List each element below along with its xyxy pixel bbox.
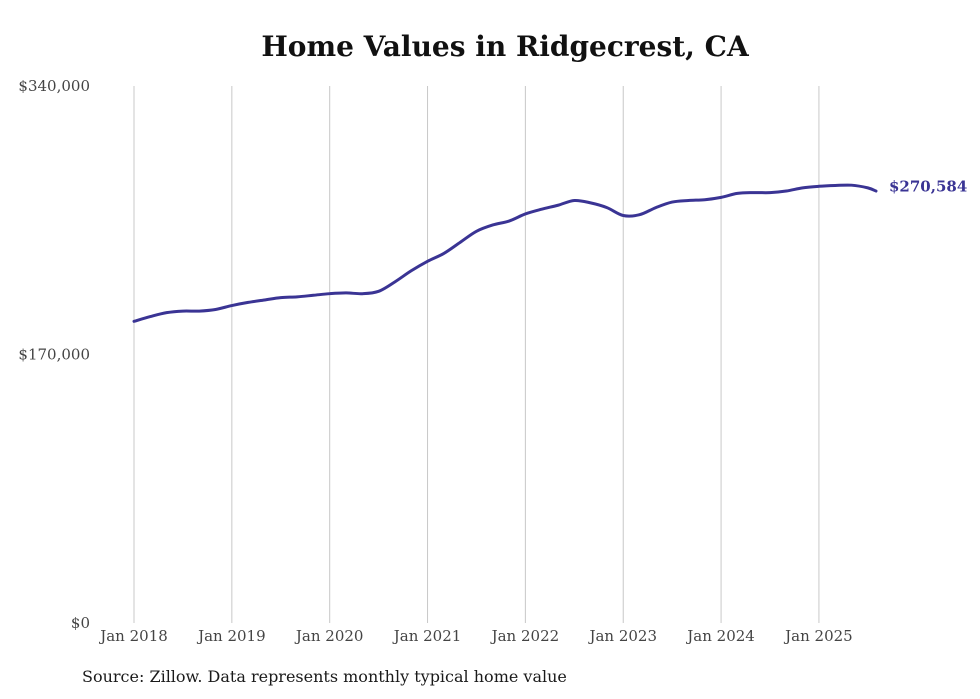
series-lines [132, 183, 878, 323]
x-tick-label: Jan 2025 [783, 627, 853, 645]
x-tick-label: Jan 2019 [196, 627, 266, 645]
y-axis-ticks: $0 $170,000 $340,000 [18, 77, 90, 632]
x-tick-label: Jan 2022 [490, 627, 560, 645]
x-tick-label: Jan 2024 [685, 627, 755, 645]
end-value-label: $270,584 [889, 178, 967, 196]
y-tick-label: $170,000 [18, 346, 90, 364]
x-axis-ticks: Jan 2018 Jan 2019 Jan 2020 Jan 2021 Jan 2022… [98, 627, 852, 645]
series-line [132, 183, 878, 323]
y-tick-label: $340,000 [18, 77, 90, 95]
end-value-labels: $270,584 [889, 178, 967, 196]
x-tick-label: Jan 2023 [587, 627, 657, 645]
y-tick-label: $0 [71, 614, 90, 632]
x-tick-label: Jan 2020 [294, 627, 364, 645]
x-tick-label: Jan 2021 [392, 627, 462, 645]
source-note: Source: Zillow. Data represents monthly … [82, 667, 567, 686]
chart-title: Home Values in Ridgecrest, CA [261, 30, 749, 63]
gridlines [133, 86, 820, 623]
x-tick-label: Jan 2018 [98, 627, 168, 645]
